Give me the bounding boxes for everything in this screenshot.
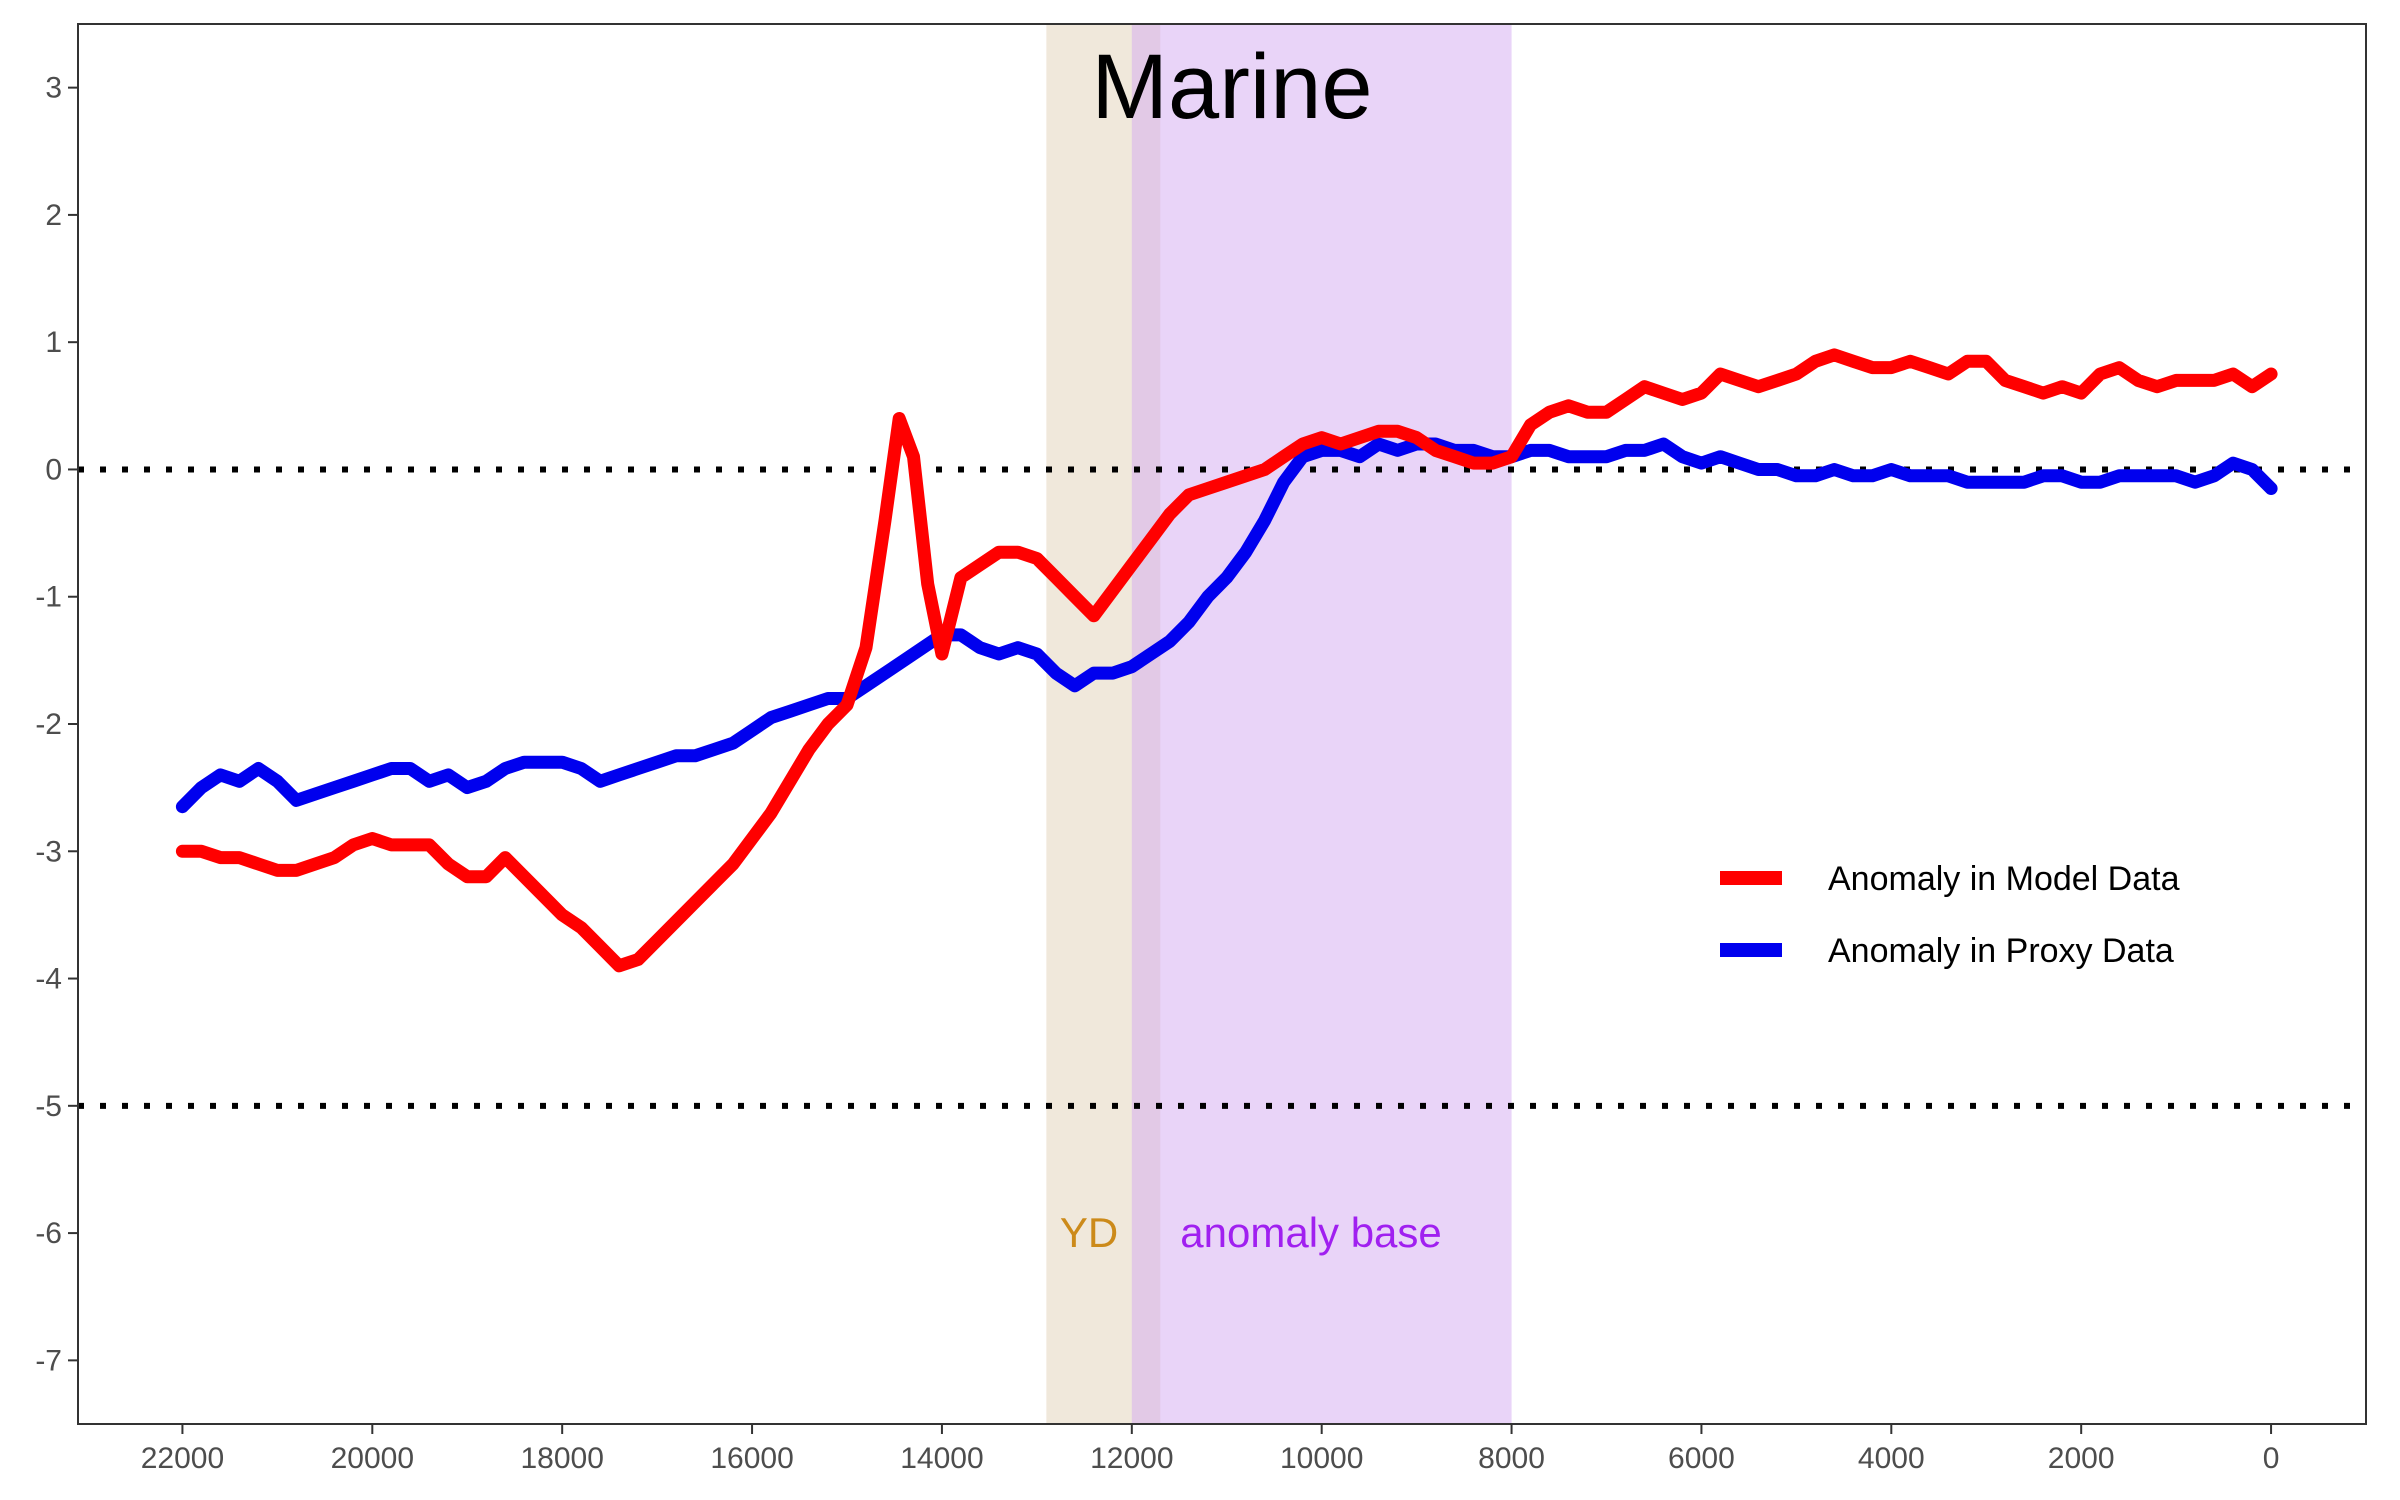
chart-title: Marine: [1091, 36, 1372, 138]
series-line-model: [175, 348, 2278, 973]
y-tick-label: -2: [35, 708, 62, 741]
band-label-yd: YD: [1060, 1209, 1118, 1256]
x-tick-label: 4000: [1858, 1442, 1925, 1475]
legend-label-proxy: Anomaly in Proxy Data: [1828, 932, 2174, 970]
x-tick-label: 6000: [1668, 1442, 1735, 1475]
band-anomaly-base: [1131, 24, 1512, 1424]
reference-lines: [78, 466, 2366, 1109]
x-tick-label: 20000: [331, 1442, 414, 1475]
shaded-bands: [1046, 24, 1512, 1424]
x-tick-label: 10000: [1280, 1442, 1363, 1475]
x-tick-label: 12000: [1090, 1442, 1173, 1475]
x-tick-label: 8000: [1478, 1442, 1545, 1475]
axes: 22000 20000 18000 16000 14000 12000 10000 8000 6…: [35, 72, 2279, 1475]
band-label-anomaly-base: anomaly base: [1180, 1209, 1442, 1256]
y-tick-label: 3: [45, 72, 62, 105]
x-tick-label: 16000: [710, 1442, 793, 1475]
y-tick-label: -3: [35, 835, 62, 868]
legend: Anomaly in Model Data Anomaly in Proxy Da…: [1720, 860, 2180, 970]
y-tick-label: -7: [35, 1344, 62, 1377]
y-tick-label: 0: [45, 453, 62, 486]
y-tick-label: 1: [45, 326, 62, 359]
legend-label-model: Anomaly in Model Data: [1828, 860, 2180, 898]
x-tick-label: 2000: [2048, 1442, 2115, 1475]
y-tick-label: -5: [35, 1090, 62, 1123]
y-tick-label: 2: [45, 199, 62, 232]
band-labels: YD anomaly base: [1060, 1209, 1442, 1256]
x-tick-label: 14000: [900, 1442, 983, 1475]
x-tick-label: 0: [2263, 1442, 2280, 1475]
y-tick-label: -4: [35, 963, 62, 996]
x-tick-label: 22000: [141, 1442, 224, 1475]
y-tick-label: -1: [35, 581, 62, 614]
x-tick-label: 18000: [520, 1442, 603, 1475]
series-line-proxy: [175, 437, 2278, 814]
y-tick-label: -6: [35, 1217, 62, 1250]
data-series: [175, 348, 2278, 973]
